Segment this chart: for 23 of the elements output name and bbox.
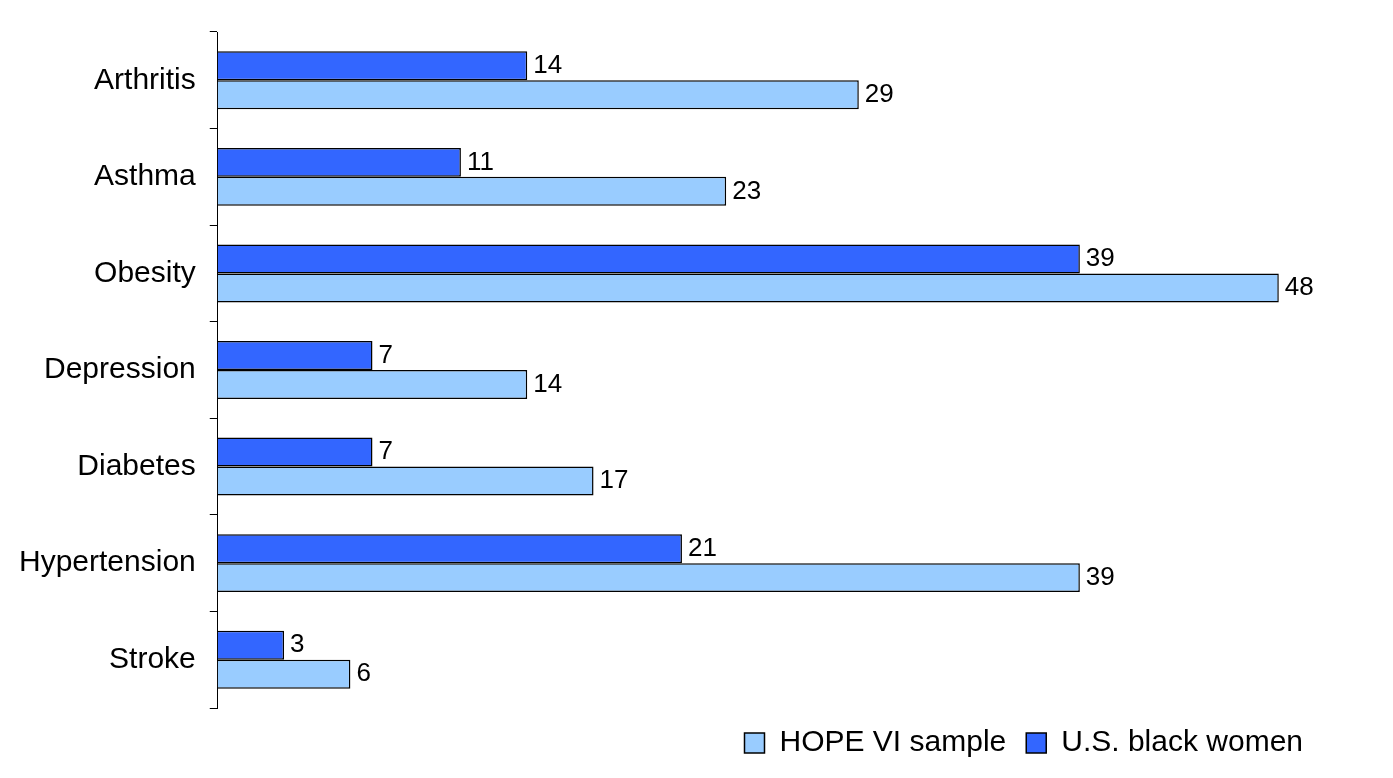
data-label: 29: [864, 77, 894, 108]
legend-label: U.S. black women: [1061, 724, 1304, 758]
y-tick-label: Stroke: [109, 640, 196, 674]
data-label: 17: [599, 464, 629, 495]
data-label: 14: [533, 367, 563, 398]
data-label: 21: [687, 531, 717, 562]
data-label: 11: [466, 145, 494, 176]
y-tick-label: Arthritis: [94, 61, 196, 95]
data-label: 23: [732, 174, 762, 205]
y-tick-label: Asthma: [94, 158, 197, 192]
data-label: 48: [1284, 271, 1314, 302]
y-tick-label: Obesity: [94, 254, 196, 288]
data-label: 14: [533, 48, 563, 79]
y-tick-label: Depression: [44, 351, 196, 385]
data-label: 6: [356, 657, 371, 688]
y-tick-label: Diabetes: [77, 447, 196, 481]
data-label: 3: [290, 628, 305, 659]
data-label: 39: [1085, 242, 1115, 273]
data-label: 39: [1085, 560, 1115, 591]
legend-label: HOPE VI sample: [779, 724, 1007, 758]
data-label: 7: [378, 338, 393, 369]
data-label: 7: [378, 435, 393, 466]
y-tick-label: Hypertension: [19, 544, 196, 578]
